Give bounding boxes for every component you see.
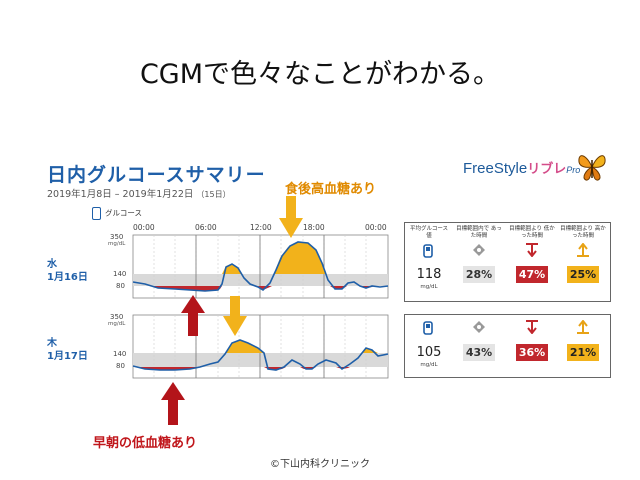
low-arrow-icon (526, 243, 538, 257)
time-label: 12:00 (250, 223, 272, 232)
day2-above: 21% (567, 344, 599, 361)
day1-stats-panel: 平均グルコース値 目標範囲内で あった時間 目標範囲より 低かった時間 目標範囲… (404, 222, 611, 302)
date-range-text: 2019年1月8日 – 2019年1月22日 (47, 189, 194, 200)
summary-date-range: 2019年1月8日 – 2019年1月22日 （15日） (47, 186, 231, 200)
brand-sub: リブレ (527, 161, 567, 176)
day2-below: 36% (516, 344, 548, 361)
brand-pro: Pro (566, 165, 581, 175)
day2-unit: mg/dL (108, 321, 126, 327)
hyperglycemia-note: 食後高血糖あり (285, 182, 377, 197)
low-arrow-icon (526, 320, 538, 334)
hdr-in-range: 目標範囲内で あった時間 (456, 226, 502, 239)
day1-weekday: 水 (47, 259, 57, 270)
target-icon (473, 321, 485, 333)
day1-y80: 80 (116, 282, 125, 290)
brand-main: FreeStyle (463, 160, 528, 177)
hdr-avg: 平均グルコース値 (409, 226, 449, 239)
hyperglycemia-arrow-1 (279, 196, 303, 238)
day1-in-range: 28% (463, 266, 495, 283)
hypoglycemia-arrow-2 (161, 382, 185, 425)
day1-label: 水 1月16日 (47, 258, 88, 284)
day2-avg-unit: mg/dL (420, 362, 438, 368)
day2-ytop: 350 (110, 313, 124, 321)
day1-graph (132, 234, 389, 299)
day2-date: 1月17日 (47, 351, 88, 362)
butterfly-icon (578, 155, 606, 181)
day2-graph (132, 314, 389, 379)
day1-unit: mg/dL (108, 241, 126, 247)
glucose-legend: グルコース (92, 207, 142, 220)
high-arrow-icon (577, 243, 589, 257)
day2-label: 木 1月17日 (47, 337, 88, 363)
time-label: 18:00 (303, 223, 325, 232)
day2-in-range: 43% (463, 344, 495, 361)
day2-avg: 105 (416, 345, 442, 360)
day1-y140: 140 (113, 270, 127, 278)
day1-above: 25% (567, 266, 599, 283)
day1-date: 1月16日 (47, 272, 88, 283)
day1-ytop: 350 (110, 233, 124, 241)
hypoglycemia-note: 早朝の低血糖あり (93, 436, 198, 451)
day2-weekday: 木 (47, 338, 57, 349)
hypoglycemia-arrow-1 (181, 295, 205, 336)
high-arrow-icon (577, 320, 589, 334)
summary-title: 日内グルコースサマリー (47, 164, 266, 186)
day1-below: 47% (516, 266, 548, 283)
sensor-icon (423, 321, 433, 335)
target-icon (473, 244, 485, 256)
time-label: 06:00 (195, 223, 217, 232)
copyright-credit: ©下山内科クリニック (270, 459, 370, 470)
day2-y80: 80 (116, 362, 125, 370)
slide-title: CGMで色々なことがわかる。 (139, 59, 501, 90)
hyperglycemia-arrow-2 (223, 296, 247, 336)
brand-logo: FreeStyleリブレPro (463, 158, 580, 177)
legend-label: グルコース (105, 208, 142, 218)
day2-stats-panel: 105 mg/dL 43% 36% 21% (404, 314, 611, 378)
time-label: 00:00 (133, 223, 155, 232)
day1-avg-unit: mg/dL (420, 284, 438, 290)
sensor-icon (92, 207, 101, 220)
hdr-above: 目標範囲より 高かった時間 (560, 226, 606, 239)
day2-y140: 140 (113, 350, 127, 358)
day1-avg: 118 (416, 267, 442, 282)
day-count: （15日） (196, 190, 231, 199)
hdr-below: 目標範囲より 低かった時間 (509, 226, 555, 239)
time-label: 00:00 (365, 223, 387, 232)
sensor-icon (423, 244, 433, 258)
